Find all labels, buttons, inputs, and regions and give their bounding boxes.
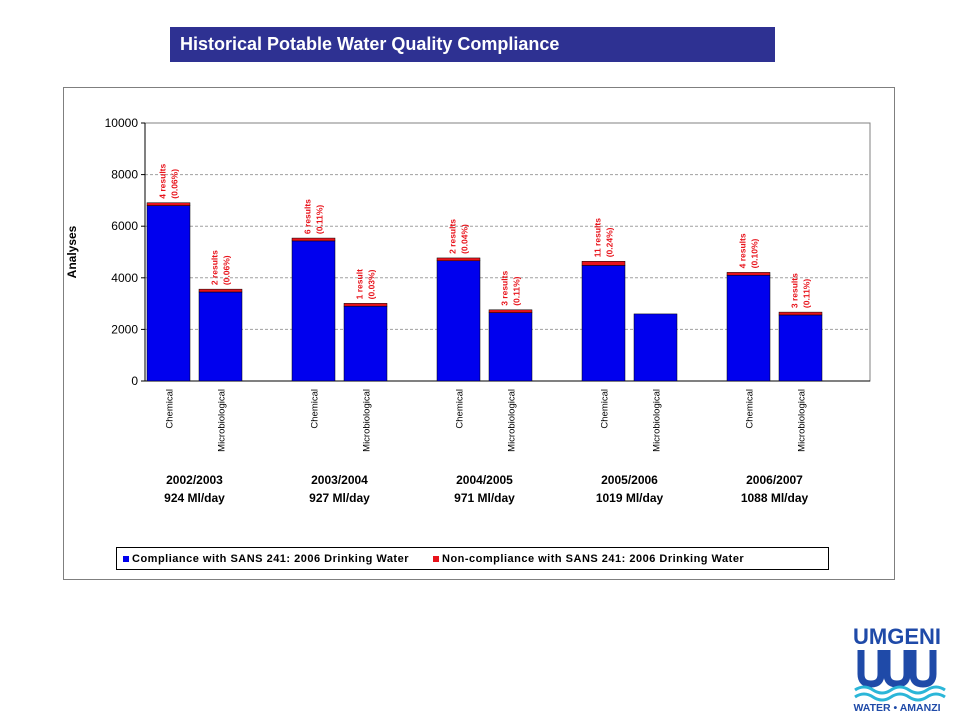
bar-noncompliance	[436, 257, 481, 262]
legend-swatch-noncompliance	[433, 555, 439, 562]
y-tick-label: 0	[131, 374, 138, 388]
annotation-count: 3 results	[790, 273, 800, 308]
annotation-percent: (0.11%)	[802, 279, 812, 308]
annotation-percent: (0.06%)	[222, 255, 232, 285]
bar-compliance	[726, 274, 771, 382]
legend-item-compliance: Compliance with SANS 241: 2006 Drinking …	[123, 553, 409, 565]
chart-legend: Compliance with SANS 241: 2006 Drinking …	[116, 547, 829, 570]
logo-water-mark	[854, 650, 946, 702]
x-category-label: Chemical	[455, 389, 466, 429]
y-tick-label: 10000	[105, 116, 139, 130]
bar-noncompliance	[198, 288, 243, 293]
bar-compliance	[146, 205, 191, 382]
group-period-label: 2006/2007	[746, 473, 803, 487]
legend-swatch-compliance	[123, 555, 129, 562]
annotation-percent: (0.06%)	[170, 169, 180, 199]
x-category-label: Chemical	[165, 389, 176, 429]
y-tick-label: 4000	[111, 271, 138, 285]
logo-top-text: UMGENI	[853, 624, 941, 649]
annotation-count: 6 results	[303, 199, 313, 234]
legend-item-noncompliance: Non-compliance with SANS 241: 2006 Drink…	[433, 553, 744, 565]
bar-noncompliance	[778, 311, 823, 316]
annotation-percent: (0.04%)	[460, 224, 470, 254]
group-period-label: 2002/2003	[166, 473, 223, 487]
logo-bottom-text: WATER • AMANZI	[853, 702, 940, 714]
bar-compliance	[198, 291, 243, 382]
group-flow-label: 927 Ml/day	[309, 491, 370, 505]
group-period-label: 2004/2005	[456, 473, 513, 487]
annotation-count: 1 result	[355, 269, 365, 299]
bar-compliance	[488, 312, 533, 382]
bar-compliance	[778, 314, 823, 382]
x-category-label: Chemical	[600, 389, 611, 429]
annotation-percent: (0.24%)	[605, 227, 615, 257]
bar-noncompliance	[146, 202, 191, 206]
bar-noncompliance	[726, 272, 771, 276]
group-flow-label: 1088 Ml/day	[741, 491, 809, 505]
bar-compliance	[581, 265, 626, 382]
chart-svg: 0 2000 4000 6000 8000 10000 Analyses Chemical 4 …	[65, 116, 871, 505]
annotation-count: 4 results	[158, 163, 168, 198]
group-flow-label: 971 Ml/day	[454, 491, 515, 505]
chart-frame: 0 2000 4000 6000 8000 10000 Analyses Chemical 4 …	[63, 87, 895, 580]
annotation-percent: (0.10%)	[750, 238, 760, 268]
umgeni-logo: UMGENI WATER • AMANZI	[853, 624, 946, 714]
x-category-label: Microbiological	[217, 389, 228, 452]
group-period-label: 2005/2006	[601, 473, 658, 487]
y-tick-label: 2000	[111, 322, 138, 336]
annotation-percent: (0.11%)	[315, 205, 325, 234]
x-category-label: Microbiological	[507, 389, 518, 452]
legend-label-noncompliance: Non-compliance with SANS 241: 2006 Drink…	[442, 552, 745, 565]
annotation-count: 4 results	[738, 233, 748, 268]
bar-compliance	[291, 240, 336, 382]
group-flow-label: 924 Ml/day	[164, 491, 225, 505]
y-axis-label: Analyses	[65, 225, 79, 278]
annotation-count: 2 results	[210, 250, 220, 285]
x-category-label: Chemical	[745, 389, 756, 429]
legend-label-compliance: Compliance with SANS 241: 2006 Drinking …	[132, 552, 409, 565]
x-category-label: Chemical	[310, 389, 321, 429]
bar-noncompliance	[581, 261, 626, 266]
group-flow-label: 1019 Ml/day	[596, 491, 664, 505]
y-tick-label: 6000	[111, 219, 138, 233]
annotation-count: 2 results	[448, 219, 458, 254]
x-category-label: Microbiological	[652, 389, 663, 452]
bar-compliance	[436, 260, 481, 382]
annotation-count: 11 results	[593, 218, 603, 257]
bar-noncompliance	[488, 309, 533, 313]
page-title: Historical Potable Water Quality Complia…	[170, 27, 775, 62]
group-period-label: 2003/2004	[311, 473, 368, 487]
bar-noncompliance	[343, 303, 388, 307]
annotation-percent: (0.03%)	[367, 269, 377, 299]
annotation-count: 3 results	[500, 271, 510, 306]
annotation-percent: (0.11%)	[512, 276, 522, 305]
bar-compliance	[343, 305, 388, 382]
x-category-label: Microbiological	[362, 389, 373, 452]
x-category-label: Microbiological	[797, 389, 808, 452]
y-tick-label: 8000	[111, 168, 138, 182]
bar-noncompliance	[291, 237, 336, 242]
bar-compliance	[633, 313, 678, 382]
